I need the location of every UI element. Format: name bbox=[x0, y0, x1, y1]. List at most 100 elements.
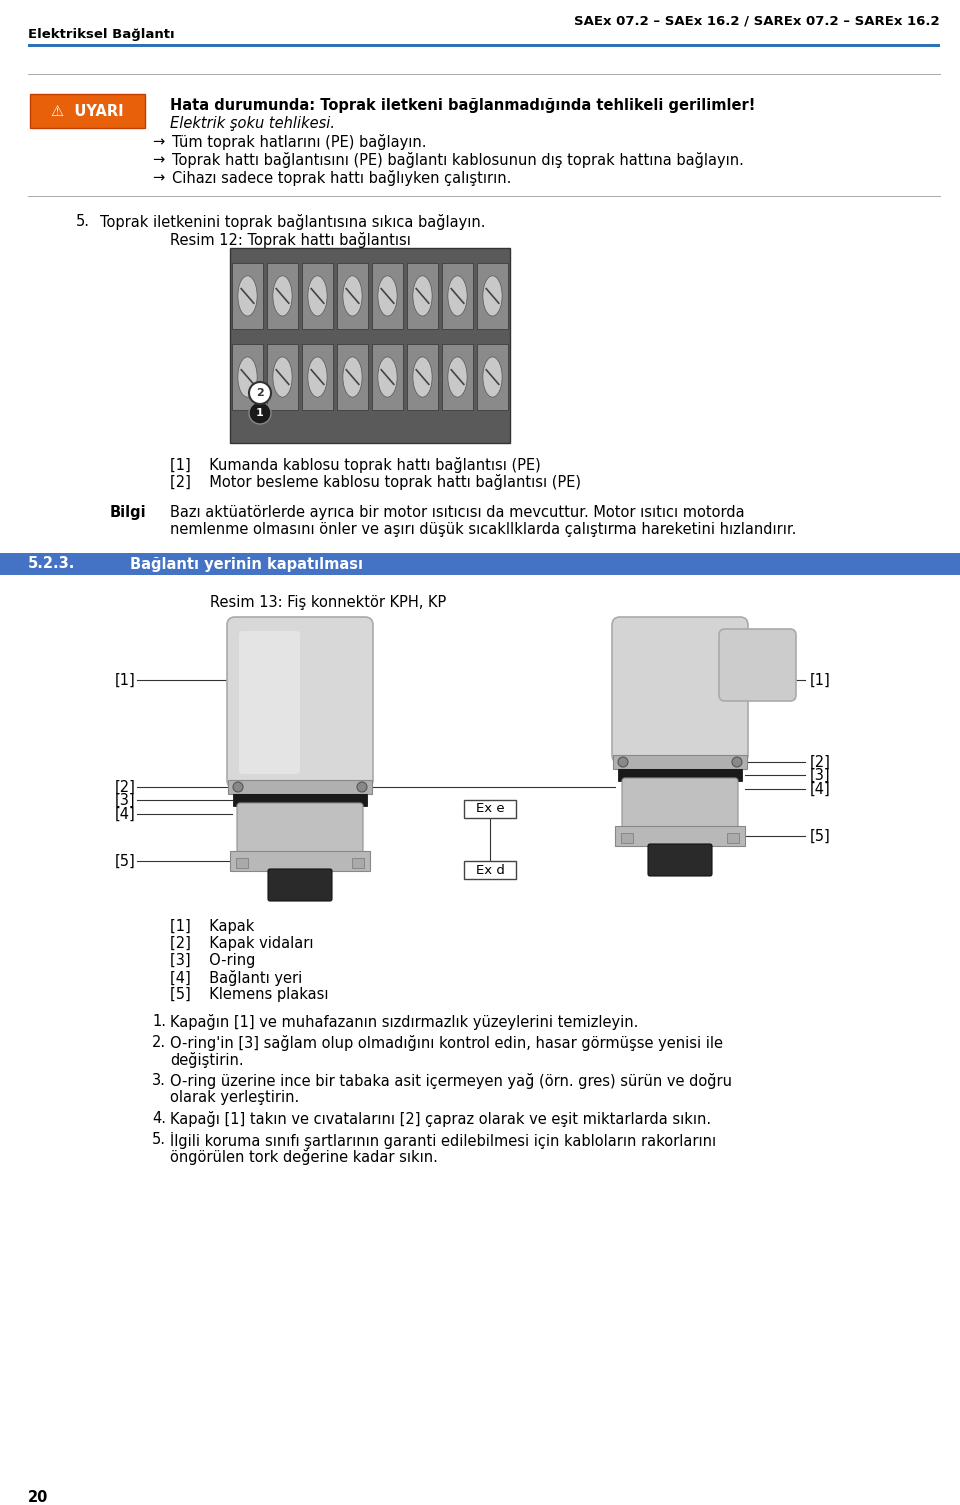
Text: Elektrik şoku tehlikesi.: Elektrik şoku tehlikesi. bbox=[170, 116, 335, 131]
Bar bbox=[615, 826, 745, 846]
Text: Cihazı sadece toprak hattı bağlıyken çalıştırın.: Cihazı sadece toprak hattı bağlıyken çal… bbox=[172, 170, 512, 187]
Text: [3]    O-ring: [3] O-ring bbox=[170, 953, 255, 968]
FancyBboxPatch shape bbox=[612, 617, 748, 763]
Ellipse shape bbox=[273, 275, 292, 316]
Text: [2]    Motor besleme kablosu toprak hattı bağlantısı (PE): [2] Motor besleme kablosu toprak hattı b… bbox=[170, 474, 581, 491]
Bar bbox=[618, 769, 742, 781]
Text: Ex d: Ex d bbox=[475, 864, 504, 876]
Bar bbox=[372, 263, 403, 328]
Text: [3]: [3] bbox=[810, 768, 830, 783]
Text: 5.: 5. bbox=[152, 1132, 166, 1147]
Text: Toprak iletkenini toprak bağlantısına sıkıca bağlayın.: Toprak iletkenini toprak bağlantısına sı… bbox=[100, 214, 486, 230]
Text: nemlenme olmasını önler ve aşırı düşük sıcaklIklarda çalıştırma hareketini hızla: nemlenme olmasını önler ve aşırı düşük s… bbox=[170, 522, 797, 537]
FancyBboxPatch shape bbox=[719, 629, 796, 701]
Ellipse shape bbox=[273, 357, 292, 397]
Text: Resim 12: Toprak hattı bağlantısı: Resim 12: Toprak hattı bağlantısı bbox=[170, 232, 411, 248]
Ellipse shape bbox=[448, 275, 468, 316]
Circle shape bbox=[249, 382, 271, 403]
FancyBboxPatch shape bbox=[648, 844, 712, 876]
Text: Kapağın [1] ve muhafazanın sızdırmazlık yüzeylerini temizleyin.: Kapağın [1] ve muhafazanın sızdırmazlık … bbox=[170, 1014, 638, 1029]
Text: [1]: [1] bbox=[810, 673, 830, 688]
Bar bbox=[464, 801, 516, 819]
Ellipse shape bbox=[378, 357, 397, 397]
Text: Ex e: Ex e bbox=[476, 802, 504, 816]
Bar bbox=[231, 263, 263, 328]
Bar bbox=[407, 263, 439, 328]
Text: Resim 13: Fiş konnektör KPH, KP: Resim 13: Fiş konnektör KPH, KP bbox=[210, 594, 446, 610]
Text: Toprak hattı bağlantısını (PE) bağlantı kablosunun dış toprak hattına bağlayın.: Toprak hattı bağlantısını (PE) bağlantı … bbox=[172, 152, 744, 169]
Bar bbox=[407, 345, 439, 409]
Text: [4]    Bağlantı yeri: [4] Bağlantı yeri bbox=[170, 971, 302, 986]
Text: 1: 1 bbox=[256, 408, 264, 418]
FancyBboxPatch shape bbox=[227, 617, 373, 789]
Bar bbox=[233, 795, 367, 807]
Bar bbox=[727, 832, 739, 843]
Bar bbox=[301, 345, 333, 409]
Bar bbox=[267, 263, 299, 328]
Text: Bağlantı yerinin kapatılması: Bağlantı yerinin kapatılması bbox=[130, 557, 363, 572]
Text: [3]: [3] bbox=[115, 793, 135, 808]
Text: O-ring üzerine ince bir tabaka asit içermeyen yağ (örn. gres) sürün ve doğru: O-ring üzerine ince bir tabaka asit içer… bbox=[170, 1073, 732, 1090]
Circle shape bbox=[618, 757, 628, 768]
Text: Hata durumunda: Toprak iletkeni bağlanmadığında tehlikeli gerilimler!: Hata durumunda: Toprak iletkeni bağlanma… bbox=[170, 98, 756, 113]
Bar bbox=[30, 93, 145, 128]
Bar bbox=[0, 552, 960, 575]
Bar bbox=[442, 263, 473, 328]
Bar bbox=[337, 263, 369, 328]
Text: [4]: [4] bbox=[810, 781, 830, 796]
Bar bbox=[442, 345, 473, 409]
Bar bbox=[236, 858, 248, 868]
Text: [5]: [5] bbox=[115, 853, 135, 868]
Ellipse shape bbox=[413, 357, 432, 397]
Text: Kapağı [1] takın ve cıvatalarını [2] çapraz olarak ve eşit miktarlarda sıkın.: Kapağı [1] takın ve cıvatalarını [2] çap… bbox=[170, 1111, 711, 1127]
Ellipse shape bbox=[308, 357, 327, 397]
Bar bbox=[28, 44, 940, 47]
Bar bbox=[477, 345, 508, 409]
Text: O-ring'in [3] sağlam olup olmadığını kontrol edin, hasar görmüşse yenisi ile: O-ring'in [3] sağlam olup olmadığını kon… bbox=[170, 1035, 723, 1050]
Text: 5.2.3.: 5.2.3. bbox=[28, 557, 76, 572]
Bar bbox=[464, 861, 516, 879]
Text: [1]    Kumanda kablosu toprak hattı bağlantısı (PE): [1] Kumanda kablosu toprak hattı bağlant… bbox=[170, 458, 540, 473]
Circle shape bbox=[732, 757, 742, 768]
Bar bbox=[352, 858, 364, 868]
Text: [5]: [5] bbox=[810, 828, 830, 843]
Ellipse shape bbox=[448, 357, 468, 397]
Text: [5]    Klemens plakası: [5] Klemens plakası bbox=[170, 987, 328, 1002]
Circle shape bbox=[233, 783, 243, 792]
Bar bbox=[621, 832, 633, 843]
Ellipse shape bbox=[238, 275, 257, 316]
Text: değiştirin.: değiştirin. bbox=[170, 1052, 244, 1069]
Text: 2: 2 bbox=[256, 388, 264, 397]
Text: [1]: [1] bbox=[115, 673, 135, 688]
Text: 4.: 4. bbox=[152, 1111, 166, 1126]
Text: 1.: 1. bbox=[152, 1014, 166, 1029]
Text: ⚠  UYARI: ⚠ UYARI bbox=[51, 104, 124, 119]
Text: [2]    Kapak vidaları: [2] Kapak vidaları bbox=[170, 936, 314, 951]
Text: Elektriksel Bağlantı: Elektriksel Bağlantı bbox=[28, 29, 175, 41]
Text: Bazı aktüatörlerde ayrıca bir motor ısıtıcısı da mevcuttur. Motor ısıtıcı motord: Bazı aktüatörlerde ayrıca bir motor ısıt… bbox=[170, 506, 745, 521]
Text: →: → bbox=[152, 134, 164, 149]
FancyBboxPatch shape bbox=[239, 631, 300, 774]
Bar bbox=[231, 345, 263, 409]
Text: olarak yerleştirin.: olarak yerleştirin. bbox=[170, 1090, 300, 1105]
Circle shape bbox=[357, 783, 367, 792]
Text: [2]: [2] bbox=[810, 754, 830, 769]
Ellipse shape bbox=[483, 357, 502, 397]
Bar bbox=[230, 248, 510, 442]
Text: [4]: [4] bbox=[115, 807, 135, 822]
Ellipse shape bbox=[413, 275, 432, 316]
Text: →: → bbox=[152, 152, 164, 167]
Text: Bilgi: Bilgi bbox=[110, 506, 147, 521]
Text: 5.: 5. bbox=[76, 214, 90, 229]
FancyBboxPatch shape bbox=[622, 778, 738, 829]
Ellipse shape bbox=[378, 275, 397, 316]
Circle shape bbox=[249, 402, 271, 424]
Text: [2]: [2] bbox=[115, 780, 136, 795]
Bar bbox=[613, 756, 747, 769]
Bar bbox=[267, 345, 299, 409]
Text: SAEx 07.2 – SAEx 16.2 / SAREx 07.2 – SAREx 16.2: SAEx 07.2 – SAEx 16.2 / SAREx 07.2 – SAR… bbox=[574, 14, 940, 27]
Ellipse shape bbox=[308, 275, 327, 316]
FancyBboxPatch shape bbox=[268, 868, 332, 901]
Text: İlgili koruma sınıfı şartlarının garanti edilebilmesi için kabloların rakorların: İlgili koruma sınıfı şartlarının garanti… bbox=[170, 1132, 716, 1148]
Text: Tüm toprak hatlarını (PE) bağlayın.: Tüm toprak hatlarını (PE) bağlayın. bbox=[172, 134, 426, 150]
